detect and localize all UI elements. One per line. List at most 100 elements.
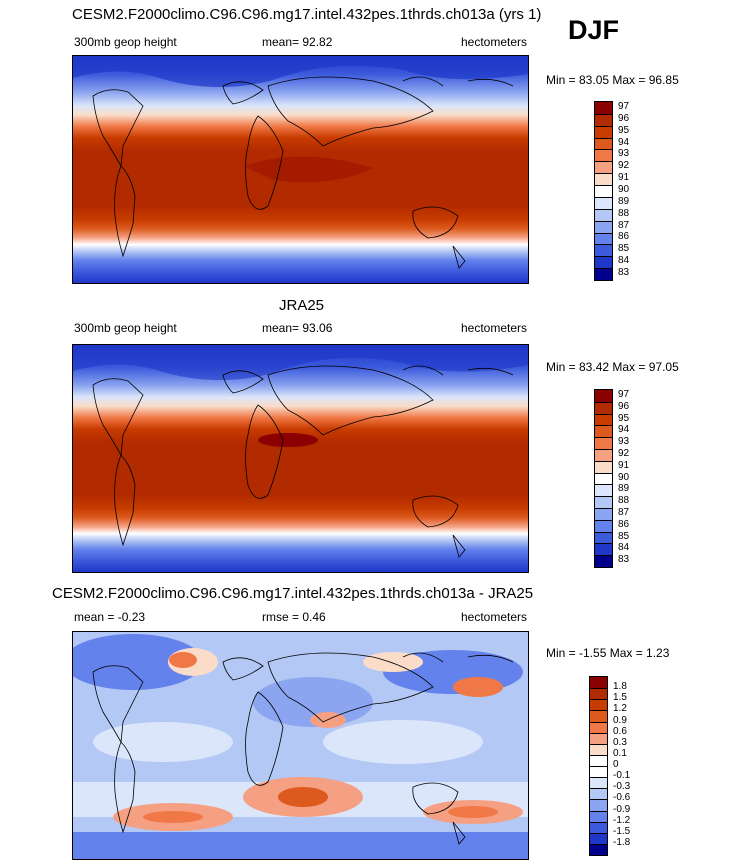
colorbar-level-label: 93: [618, 148, 630, 160]
colorbar-level-label: 90: [618, 471, 630, 483]
colorbar-level-label: 84: [618, 542, 630, 554]
colorbar: [589, 676, 608, 856]
colorbar-level-label: 89: [618, 483, 630, 495]
units-label: hectometers: [461, 321, 528, 335]
colorbar-swatch: [590, 832, 607, 844]
colorbar-level-label: 90: [618, 184, 630, 195]
colorbar-swatch: [590, 821, 607, 833]
colorbar-swatch: [590, 810, 607, 822]
colorbar-swatch: [595, 268, 612, 280]
units-label: hectometers: [461, 35, 528, 49]
contour-map: [72, 631, 529, 860]
season-label: DJF: [568, 15, 620, 45]
colorbar-swatch: [595, 185, 612, 197]
colorbar-level-label: 83: [618, 554, 630, 566]
colorbar-level-label: 85: [618, 243, 630, 255]
colorbar-swatch: [595, 449, 612, 461]
colorbar-level-label: 89: [618, 195, 630, 207]
colorbar-swatch: [590, 721, 607, 733]
min-max-label: Min = -1.55 Max = 1.23: [546, 646, 670, 660]
colorbar: [594, 389, 613, 568]
colorbar-swatch: [595, 390, 612, 402]
colorbar-level-label: -0.1: [613, 770, 631, 782]
contour-map: [72, 344, 529, 573]
colorbar-swatch: [595, 472, 612, 485]
colorbar-swatch: [595, 484, 612, 497]
colorbar-level-label: 93: [618, 436, 630, 448]
colorbar-level-label: 87: [618, 219, 630, 231]
colorbar-swatch: [595, 425, 612, 438]
colorbar-swatch: [590, 843, 607, 855]
colorbar-swatch: [595, 413, 612, 426]
colorbar-swatch: [595, 244, 612, 257]
colorbar-level-label: 95: [618, 124, 630, 136]
colorbar-swatch: [595, 208, 612, 221]
colorbar-swatch: [595, 496, 612, 508]
colorbar-level-label: 0.1: [613, 747, 627, 759]
colorbar-swatch: [590, 743, 607, 755]
colorbar-level-label: 83: [618, 267, 630, 279]
colorbar-level-label: 94: [618, 424, 630, 436]
contour-map-graphic: [73, 56, 528, 283]
colorbar-swatch: [590, 688, 607, 700]
colorbar-swatch: [595, 113, 612, 126]
colorbar-swatch: [595, 137, 612, 150]
colorbar-level-label: -1.2: [613, 814, 631, 826]
colorbar-level-label: 1.5: [613, 692, 627, 704]
colorbar-swatch: [595, 196, 612, 209]
colorbar-swatch: [595, 555, 612, 567]
colorbar-swatch: [595, 232, 612, 245]
colorbar-level-label: -0.9: [613, 803, 631, 815]
colorbar-level-label: 97: [618, 388, 630, 400]
mean-label: mean = -0.23: [74, 610, 146, 624]
colorbar-swatch: [590, 699, 607, 711]
colorbar-level-label: -0.3: [613, 781, 631, 793]
colorbar-level-label: 0: [613, 759, 619, 770]
colorbar-swatch: [595, 149, 612, 162]
colorbar-level-label: 94: [618, 136, 630, 148]
colorbar-swatch: [590, 799, 607, 811]
panel-title: CESM2.F2000climo.C96.C96.mg17.intel.432p…: [72, 6, 542, 23]
variable-label: 300mb geop height: [74, 35, 177, 49]
contour-map-graphic: [73, 345, 528, 572]
colorbar-level-label: 92: [618, 447, 630, 459]
mean-label: mean= 92.82: [262, 35, 333, 49]
colorbar-level-label: 91: [618, 172, 630, 184]
colorbar-swatch: [595, 401, 612, 414]
colorbar-level-label: -0.6: [613, 792, 631, 804]
colorbar-swatch: [590, 710, 607, 722]
colorbar-swatch: [595, 256, 612, 269]
colorbar-level-label: 88: [618, 207, 630, 219]
variable-label: 300mb geop height: [74, 321, 177, 335]
colorbar-level-label: 96: [618, 112, 630, 124]
colorbar-level-label: 91: [618, 459, 630, 471]
colorbar-level-label: 0.9: [613, 714, 627, 726]
panel-title: JRA25: [279, 297, 325, 314]
colorbar-level-label: 86: [618, 231, 630, 243]
mean-label: mean= 93.06: [262, 321, 333, 335]
contour-map: [72, 55, 529, 284]
colorbar-swatch: [590, 732, 607, 744]
colorbar-swatch: [590, 677, 607, 689]
colorbar-swatch: [595, 437, 612, 449]
colorbar-level-label: 1.8: [613, 681, 627, 693]
colorbar-swatch: [595, 125, 612, 138]
colorbar-level-label: -1.5: [613, 825, 631, 837]
colorbar-level-label: 1.2: [613, 703, 627, 715]
colorbar-swatch: [595, 220, 612, 233]
rmse-label: rmse = 0.46: [262, 610, 326, 624]
colorbar-swatch: [595, 460, 612, 473]
colorbar-level-label: 0.3: [613, 736, 627, 748]
colorbar: [594, 101, 613, 281]
colorbar-swatch: [590, 788, 607, 800]
colorbar-swatch: [595, 173, 612, 186]
colorbar-swatch: [590, 754, 607, 766]
min-max-label: Min = 83.42 Max = 97.05: [546, 360, 679, 374]
colorbar-swatch: [590, 777, 607, 789]
colorbar-swatch: [595, 508, 612, 520]
units-label: hectometers: [461, 610, 528, 624]
colorbar-swatch: [595, 519, 612, 532]
colorbar-swatch: [595, 543, 612, 556]
colorbar-level-label: -1.8: [613, 836, 631, 848]
colorbar-swatch: [595, 531, 612, 544]
